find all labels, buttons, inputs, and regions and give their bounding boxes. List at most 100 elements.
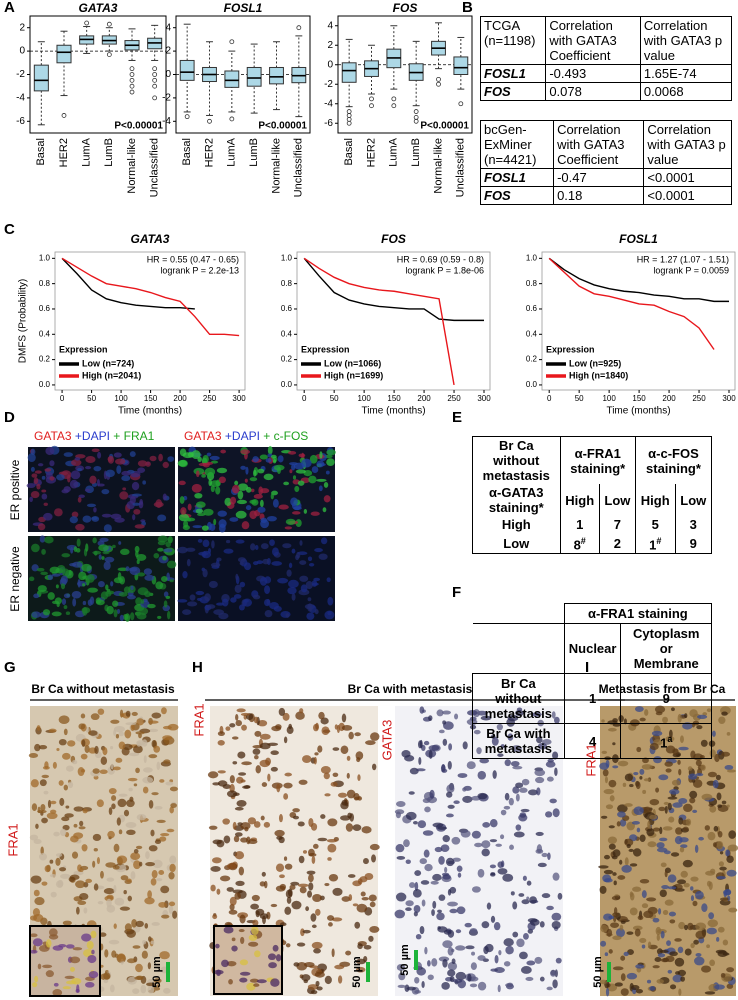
image-texture [150,940,155,945]
image-texture [535,776,545,784]
image-texture [728,907,738,913]
image-texture [267,445,273,455]
image-texture [204,467,216,477]
image-texture [504,792,510,801]
outlier [61,113,67,118]
stain-label: FRA1 [5,823,20,856]
image-texture [82,583,86,587]
image-texture [223,835,231,844]
image-texture [311,941,323,949]
image-texture [612,849,621,857]
image-texture [296,551,301,559]
image-texture [677,759,681,765]
image-texture [346,755,351,761]
image-texture [86,940,94,950]
y-tick-label: 0.8 [526,279,538,288]
image-texture [306,870,316,875]
image-texture [695,759,702,767]
image-texture [728,830,736,839]
image-texture [253,821,261,828]
legend-label: Low (n=724) [82,358,134,368]
panel-label: F [452,584,461,601]
image-texture [620,955,626,961]
annotation: P<0.00001 [114,121,163,132]
outlier [346,120,352,126]
image-texture [710,868,716,874]
image-texture [299,560,307,566]
image-texture [73,832,84,840]
image-texture [209,523,216,532]
image-texture [422,798,431,804]
image-texture [137,467,146,473]
image-texture [54,597,62,605]
image-texture [77,467,83,472]
scale-bar [414,950,418,970]
image-texture [603,913,613,921]
image-texture [427,974,434,981]
cell: Br Ca with metastasis [472,723,565,759]
image-texture [521,778,530,786]
image-texture [629,891,634,897]
image-texture [130,724,135,732]
image-texture [631,820,640,825]
image-texture [153,553,160,559]
image-texture [141,950,148,959]
image-texture [316,478,327,482]
cell: Correlation with GATA3 Coefficient [553,120,645,169]
image-texture [460,829,471,838]
image-texture [103,888,115,895]
image-texture [313,756,317,765]
x-tick-label: 50 [575,394,584,403]
image-texture [447,760,452,770]
image-texture [600,815,608,819]
cell: High [634,484,676,516]
image-texture [516,938,525,948]
image-texture [547,852,551,861]
image-texture [132,945,141,949]
image-texture [63,605,68,610]
image-texture [683,803,693,813]
image-texture [83,907,88,914]
cell: <0.0001 [643,168,732,187]
image-texture [113,452,122,458]
image-texture [698,836,704,841]
image-texture [103,972,111,980]
image-texture [153,978,162,984]
image-texture [159,951,170,960]
image-texture [148,754,158,759]
image-texture [250,543,256,551]
image-texture [158,869,165,876]
image-texture [713,825,719,832]
image-texture [265,458,272,463]
image-texture [521,899,530,905]
image-texture [229,517,239,522]
image-texture [168,905,174,914]
image-texture [152,859,163,869]
image-texture [148,720,159,724]
image-texture [111,950,117,958]
image-texture [78,723,86,730]
scale-bar [366,962,370,982]
image-texture [43,502,48,507]
image-texture [515,824,522,831]
image-texture [210,884,216,892]
image-texture [309,454,318,464]
image-texture [109,984,115,993]
cell: TCGA (n=1198) [479,16,547,65]
x-tick-label: Unclassified [149,138,161,197]
image-texture [455,971,467,981]
image-texture [270,454,277,459]
image-texture [721,711,728,716]
image-texture [323,495,331,503]
image-texture [113,609,118,618]
image-texture [515,793,520,802]
image-texture [656,842,665,849]
image-texture [231,484,240,494]
y-tick-label: 0.2 [281,355,293,364]
image-texture [58,715,70,725]
image-texture [202,539,210,548]
image-texture [600,940,607,947]
image-texture [88,970,99,979]
image-texture [455,929,462,934]
image-texture [201,550,212,559]
